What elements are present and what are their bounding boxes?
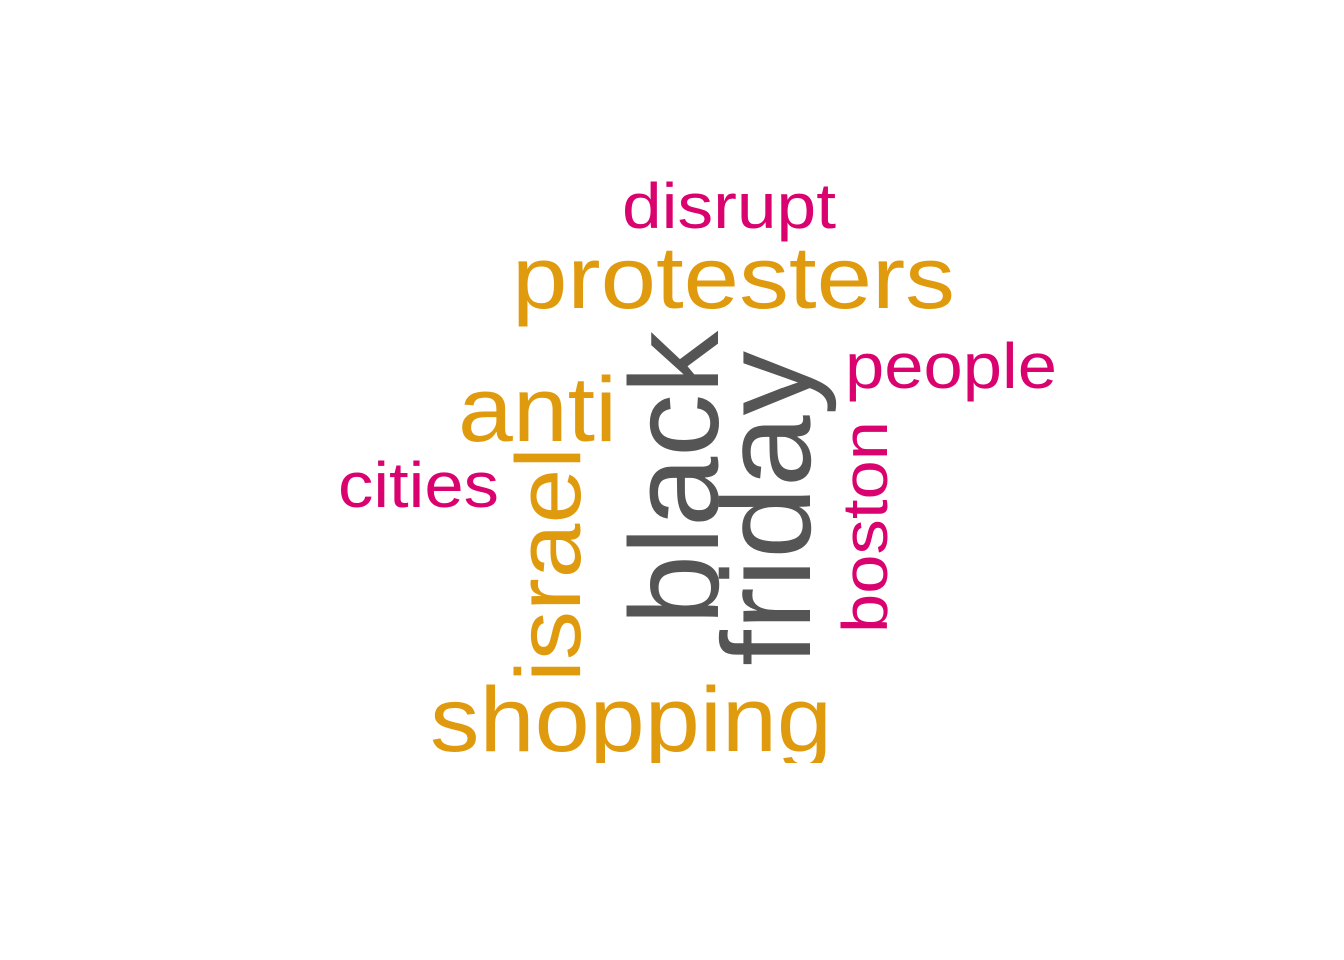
word-cities: cities	[338, 449, 499, 521]
word-people: people	[845, 330, 1057, 402]
word-protesters: protesters	[512, 228, 955, 327]
word-anti: anti	[458, 359, 617, 461]
word-boston: boston	[829, 421, 901, 633]
word-friday: friday	[696, 351, 837, 666]
word-israel: israel	[498, 447, 600, 682]
word-black: black	[604, 330, 745, 625]
word-disrupt: disrupt	[622, 170, 836, 242]
word-shopping: shopping	[430, 669, 832, 771]
